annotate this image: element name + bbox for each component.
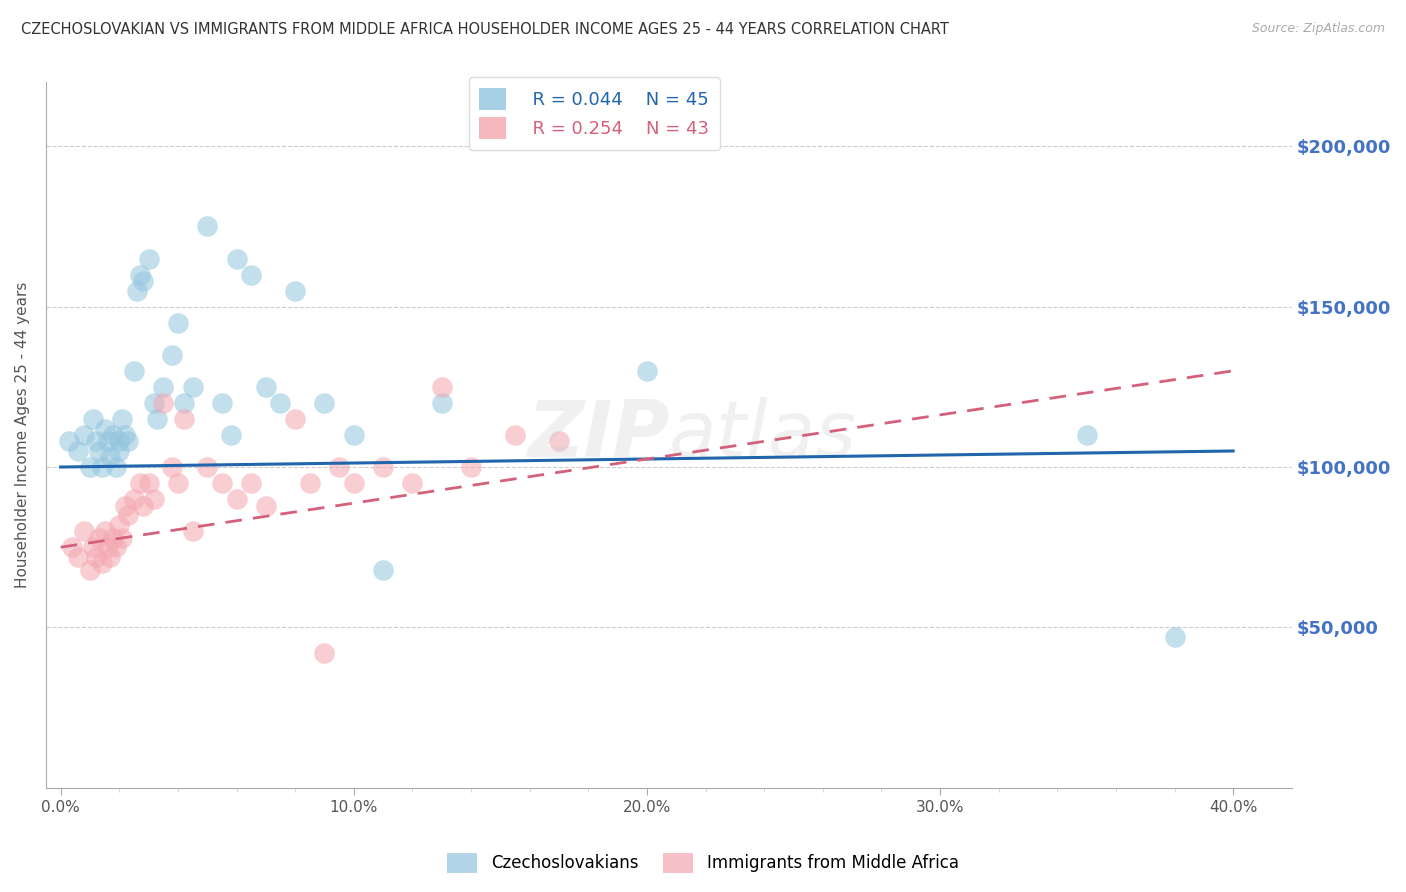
Point bbox=[430, 396, 453, 410]
Point bbox=[93, 524, 115, 538]
Point bbox=[211, 476, 233, 491]
Legend: Czechoslovakians, Immigrants from Middle Africa: Czechoslovakians, Immigrants from Middle… bbox=[440, 847, 966, 880]
Point bbox=[225, 252, 247, 266]
Point bbox=[314, 396, 336, 410]
Point bbox=[82, 412, 104, 426]
Point bbox=[284, 284, 307, 298]
Point bbox=[73, 524, 96, 538]
Point bbox=[84, 549, 107, 564]
Point bbox=[122, 364, 145, 378]
Point bbox=[160, 460, 183, 475]
Point bbox=[430, 380, 453, 394]
Point bbox=[108, 434, 131, 449]
Point bbox=[240, 476, 263, 491]
Point bbox=[90, 556, 112, 570]
Point bbox=[181, 380, 204, 394]
Point bbox=[67, 549, 90, 564]
Point bbox=[117, 434, 139, 449]
Point bbox=[146, 412, 169, 426]
Point bbox=[125, 284, 148, 298]
Point bbox=[269, 396, 291, 410]
Point bbox=[401, 476, 423, 491]
Point bbox=[128, 268, 150, 282]
Point bbox=[143, 396, 166, 410]
Point bbox=[225, 492, 247, 507]
Point bbox=[138, 476, 160, 491]
Point bbox=[636, 364, 658, 378]
Point bbox=[173, 396, 195, 410]
Point bbox=[152, 380, 174, 394]
Point bbox=[100, 549, 122, 564]
Point bbox=[90, 460, 112, 475]
Point bbox=[460, 460, 482, 475]
Point bbox=[111, 531, 134, 545]
Point bbox=[84, 434, 107, 449]
Point bbox=[131, 274, 153, 288]
Point bbox=[60, 540, 83, 554]
Point bbox=[103, 428, 125, 442]
Point bbox=[105, 540, 128, 554]
Point bbox=[167, 476, 190, 491]
Point bbox=[117, 508, 139, 523]
Point bbox=[503, 428, 526, 442]
Point bbox=[87, 444, 110, 458]
Point bbox=[211, 396, 233, 410]
Point bbox=[254, 380, 277, 394]
Point bbox=[160, 348, 183, 362]
Point bbox=[284, 412, 307, 426]
Text: atlas: atlas bbox=[669, 397, 856, 473]
Point bbox=[298, 476, 321, 491]
Point bbox=[328, 460, 350, 475]
Point bbox=[79, 460, 101, 475]
Point bbox=[219, 428, 242, 442]
Point bbox=[96, 540, 118, 554]
Point bbox=[371, 460, 394, 475]
Point bbox=[254, 499, 277, 513]
Point bbox=[1163, 630, 1185, 644]
Point bbox=[143, 492, 166, 507]
Point bbox=[114, 499, 136, 513]
Point bbox=[100, 450, 122, 465]
Point bbox=[96, 434, 118, 449]
Text: Source: ZipAtlas.com: Source: ZipAtlas.com bbox=[1251, 22, 1385, 36]
Point bbox=[167, 316, 190, 330]
Point bbox=[67, 444, 90, 458]
Point bbox=[87, 531, 110, 545]
Point bbox=[114, 428, 136, 442]
Point bbox=[371, 563, 394, 577]
Point bbox=[1076, 428, 1098, 442]
Point bbox=[73, 428, 96, 442]
Point bbox=[105, 460, 128, 475]
Y-axis label: Householder Income Ages 25 - 44 years: Householder Income Ages 25 - 44 years bbox=[15, 282, 30, 588]
Text: CZECHOSLOVAKIAN VS IMMIGRANTS FROM MIDDLE AFRICA HOUSEHOLDER INCOME AGES 25 - 44: CZECHOSLOVAKIAN VS IMMIGRANTS FROM MIDDL… bbox=[21, 22, 949, 37]
Point bbox=[181, 524, 204, 538]
Text: ZIP: ZIP bbox=[527, 397, 669, 473]
Point bbox=[122, 492, 145, 507]
Point bbox=[343, 428, 366, 442]
Point bbox=[128, 476, 150, 491]
Point bbox=[82, 540, 104, 554]
Point bbox=[131, 499, 153, 513]
Point bbox=[108, 444, 131, 458]
Point bbox=[79, 563, 101, 577]
Point bbox=[195, 219, 218, 234]
Point bbox=[138, 252, 160, 266]
Point bbox=[314, 646, 336, 660]
Point bbox=[343, 476, 366, 491]
Point bbox=[173, 412, 195, 426]
Point bbox=[93, 421, 115, 435]
Point bbox=[195, 460, 218, 475]
Point bbox=[108, 517, 131, 532]
Point bbox=[111, 412, 134, 426]
Point bbox=[548, 434, 571, 449]
Point bbox=[58, 434, 80, 449]
Point bbox=[240, 268, 263, 282]
Legend:   R = 0.044    N = 45,   R = 0.254    N = 43: R = 0.044 N = 45, R = 0.254 N = 43 bbox=[468, 77, 720, 150]
Point bbox=[152, 396, 174, 410]
Point bbox=[103, 531, 125, 545]
